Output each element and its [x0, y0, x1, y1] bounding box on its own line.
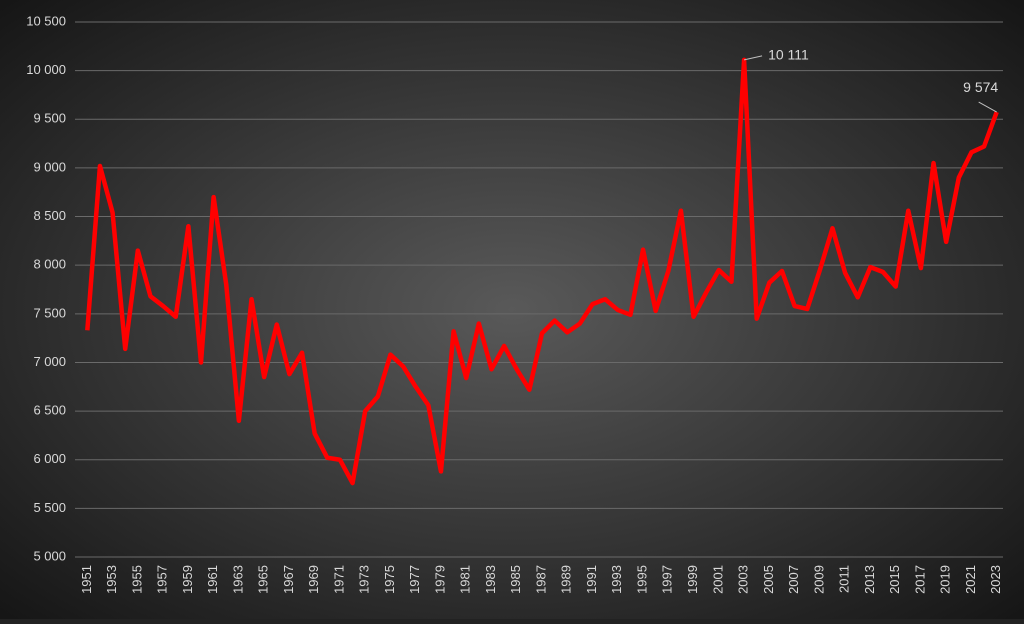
x-tick-label: 2011 [837, 565, 852, 593]
x-tick-label: 1983 [483, 565, 498, 594]
x-tick-label: 2005 [761, 565, 776, 594]
x-tick-label: 2019 [938, 565, 953, 594]
x-tick-label: 1965 [256, 565, 271, 594]
data-line [85, 57, 999, 486]
x-tick-label: 2023 [988, 565, 1003, 594]
x-tick-label: 2017 [912, 565, 927, 594]
x-tick-label: 1955 [129, 565, 144, 594]
x-tick-label: 1967 [281, 565, 296, 594]
x-tick-label: 2021 [963, 565, 978, 594]
y-tick-label: 9 500 [33, 111, 66, 126]
y-tick-label: 6 000 [33, 451, 66, 466]
y-tick-label: 7 500 [33, 305, 66, 320]
data-label: 9 574 [963, 79, 998, 95]
x-tick-label: 1961 [205, 565, 220, 594]
x-tick-label: 2013 [862, 565, 877, 594]
y-tick-label: 10 000 [26, 62, 66, 77]
x-tick-label: 1997 [660, 565, 675, 594]
y-tick-label: 5 000 [33, 548, 66, 563]
x-tick-label: 1975 [382, 565, 397, 594]
x-tick-label: 1995 [634, 565, 649, 594]
x-tick-label: 1973 [357, 565, 372, 594]
x-tick-label: 2015 [887, 565, 902, 594]
x-tick-label: 2009 [811, 565, 826, 594]
y-tick-label: 10 500 [26, 13, 66, 28]
x-tick-label: 1951 [79, 565, 94, 594]
x-tick-label: 1991 [584, 565, 599, 594]
label-leader [743, 55, 763, 61]
y-tick-label: 8 000 [33, 257, 66, 272]
y-tick-label: 9 000 [33, 159, 66, 174]
x-tick-label: 1977 [407, 565, 422, 594]
y-tick-label: 6 500 [33, 403, 66, 418]
y-tick-label: 8 500 [33, 208, 66, 223]
x-tick-label: 1987 [533, 565, 548, 594]
x-tick-label: 2003 [736, 565, 751, 594]
x-tick-label: 1981 [458, 565, 473, 594]
x-tick-label: 1999 [685, 565, 700, 594]
x-tick-label: 1959 [180, 565, 195, 594]
x-tick-label: 1969 [306, 565, 321, 594]
label-leader [978, 101, 997, 113]
x-tick-label: 1979 [432, 565, 447, 594]
x-tick-label: 1963 [230, 565, 245, 594]
x-tick-label: 1971 [331, 565, 346, 594]
x-tick-label: 1993 [609, 565, 624, 594]
x-tick-label: 2007 [786, 565, 801, 594]
y-tick-label: 7 000 [33, 354, 66, 369]
x-tick-label: 1989 [559, 565, 574, 594]
x-tick-label: 1985 [508, 565, 523, 594]
x-tick-label: 2001 [710, 565, 725, 594]
x-tick-label: 1953 [104, 565, 119, 594]
data-label: 10 111 [768, 47, 809, 63]
x-tick-label: 1957 [155, 565, 170, 594]
y-tick-label: 5 500 [33, 500, 66, 515]
